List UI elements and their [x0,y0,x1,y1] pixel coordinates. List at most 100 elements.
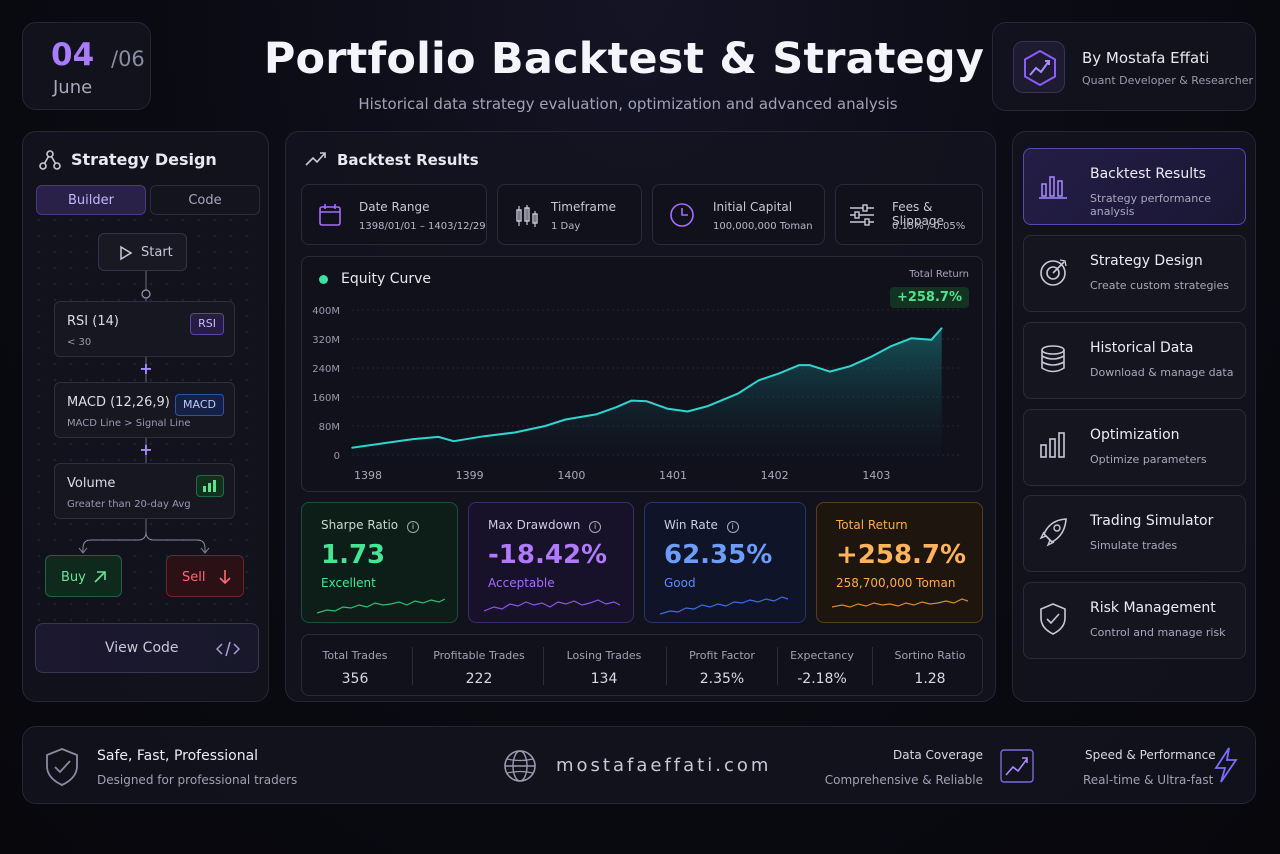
data-point [412,438,414,440]
stat-label: Profit Factor [689,649,755,662]
data-point [513,431,516,434]
data-point [381,442,384,445]
add-node-icon[interactable]: + [139,359,153,378]
equity-line [351,327,943,449]
coverage-subtitle: Comprehensive & Reliable [824,773,983,787]
nav-strategy-design[interactable]: Strategy Design Create custom strategies [1023,235,1246,312]
y-tick-label: 320M [312,335,340,346]
nav-backtest-results[interactable]: Backtest Results Strategy performance an… [1023,148,1246,225]
view-code-label: View Code [105,640,179,656]
buy-button[interactable]: Buy [45,555,122,597]
equity-area [352,328,942,455]
trend-up-icon [305,152,326,166]
tab-builder[interactable]: Builder [36,185,146,215]
nav-historical-data[interactable]: Historical Data Download & manage data [1023,322,1246,399]
code-icon [216,641,240,657]
shield-check-icon [1040,603,1066,635]
page-title: Portfolio Backtest & Strategy [263,34,985,84]
equity-curve-svg: 0 80M 160M 240M 320M 400M 1398 1399 1400 1401 1402… [312,306,962,482]
tab-code[interactable]: Code [150,185,260,215]
nav-subtitle: Optimize parameters [1090,453,1207,466]
rocket-icon [1039,518,1067,547]
stat-value: 222 [465,671,493,687]
candlestick-icon [516,205,538,227]
nav-title: Backtest Results [1090,166,1206,182]
date-range-card: Date Range 1398/01/01 – 1403/12/29 [301,184,487,245]
stat-value: 2.35% [699,671,745,687]
nav-title: Optimization [1090,427,1180,443]
data-point [595,413,597,416]
view-code-button[interactable]: View Code [35,623,259,673]
date-month-number: /06 [111,47,145,71]
node-title: MACD (12,26,9) [67,395,170,410]
nav-title: Historical Data [1090,340,1194,356]
sparkline [317,598,445,614]
x-tick-label: 1401 [659,469,687,482]
data-point [930,338,933,341]
metric-rating: Good [664,576,696,590]
author-logo-icon [1013,41,1065,93]
data-point [737,392,740,395]
calendar-icon [319,204,341,226]
total-return-badge: +258.7% [889,287,969,308]
nav-trading-simulator[interactable]: Trading Simulator Simulate trades [1023,495,1246,572]
info-icon[interactable]: i [406,521,419,533]
data-point [910,337,912,340]
globe-icon [504,750,536,782]
metric-label: Sharpe Ratio i [321,518,419,533]
initial-capital-card: Initial Capital 100,000,000 Toman [652,184,825,245]
strategy-design-panel: Strategy Design Builder Code Start RSI (… [22,131,269,702]
date-month-name: June [53,77,93,98]
timeframe-label: Timeframe [551,200,616,214]
data-point [564,418,567,421]
node-title: RSI (14) [67,314,119,329]
data-point [646,400,648,403]
metric-rating: Excellent [321,576,376,590]
metric-label: Max Drawdown i [488,518,602,533]
x-tick-label: 1402 [761,469,789,482]
trade-stats-row: Total Trades 356 Profitable Trades 222 L… [301,634,983,696]
volume-node[interactable]: Volume Greater than 20-day Avg [54,463,235,519]
metric-value: 1.73 [321,540,386,570]
nav-optimization[interactable]: Optimization Optimize parameters [1023,409,1246,486]
initial-capital-value: 100,000,000 Toman [713,221,813,232]
add-node-icon[interactable]: + [139,440,153,459]
data-point [808,364,811,366]
fees-slippage-label: Fees & Slippage [892,200,944,228]
start-node[interactable]: Start [98,233,187,271]
rsi-node[interactable]: RSI (14) < 30 RSI [54,301,235,357]
data-point [630,399,633,402]
backtest-results-panel: Backtest Results Date Range 1398/01/01 –… [285,131,996,702]
bars-icon [1040,432,1065,458]
stat-expectancy: Expectancy -2.18% [772,635,872,697]
stat-profit-factor: Profit Factor 2.35% [670,635,774,697]
divider [543,647,544,685]
data-point [544,425,546,427]
y-tick-label: 160M [312,393,340,404]
x-tick-label: 1403 [862,469,890,482]
total-return-label: Total Return [909,269,969,280]
footer-title: Safe, Fast, Professional [97,748,259,764]
website-link[interactable]: mostafaeffati.com [556,755,772,776]
date-day: 04 [51,37,95,73]
metric-rating: Acceptable [488,576,555,590]
sell-button[interactable]: Sell [166,555,244,597]
info-icon[interactable]: i [589,521,602,533]
metric-value: -18.42% [488,540,608,570]
info-icon[interactable]: i [726,521,739,533]
node-condition: < 30 [67,337,92,348]
nav-subtitle: Control and manage risk [1090,626,1226,639]
author-card: By Mostafa Effati Quant Developer & Rese… [992,22,1256,111]
metric-rating: 258,700,000 Toman [836,576,956,590]
date-range-label: Date Range [359,200,430,214]
play-icon [120,245,133,261]
nav-subtitle: Strategy performance analysis [1090,192,1212,218]
data-point [757,379,760,382]
macd-node[interactable]: MACD (12,26,9) MACD Line > Signal Line M… [54,382,235,438]
nav-risk-management[interactable]: Risk Management Control and manage risk [1023,582,1246,659]
y-tick-label: 400M [312,306,340,317]
timeframe-card: Timeframe 1 Day [497,184,642,245]
sharpe-ratio-card: Sharpe Ratio i 1.73 Excellent [301,502,458,623]
equity-curve-title: Equity Curve [341,271,432,287]
stat-value: 1.28 [914,671,946,687]
